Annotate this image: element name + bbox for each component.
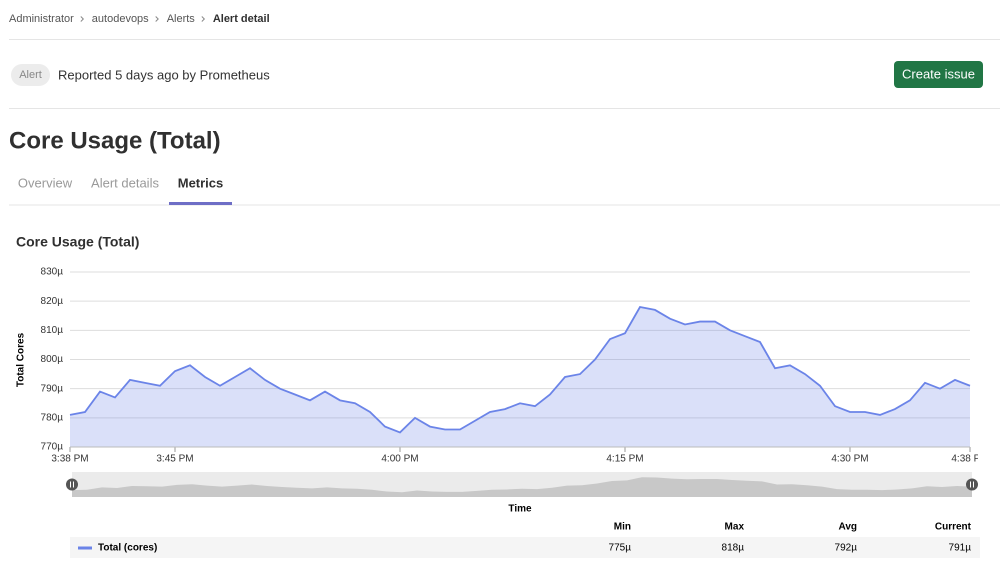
legend-swatch xyxy=(78,546,92,550)
y-tick-label: 830µ xyxy=(41,267,64,278)
x-tick-label: 4:00 PM xyxy=(381,454,418,465)
y-tick-label: 820µ xyxy=(41,296,64,307)
breadcrumb-separator xyxy=(155,16,159,22)
table-value: 775µ xyxy=(609,543,632,554)
x-axis-label: Time xyxy=(508,504,532,515)
x-ticks: 3:38 PM 3:45 PM 4:00 PM 4:15 PM 4:30 PM 4:38 … xyxy=(51,447,988,465)
tab-underline xyxy=(169,202,232,205)
heading: Core Usage (Total) xyxy=(9,127,221,154)
y-tick-label: 800µ xyxy=(41,354,64,365)
badge-bg xyxy=(11,64,50,86)
breadcrumb[interactable]: Administrator xyxy=(9,13,74,25)
zoom-handle-grip xyxy=(70,481,74,488)
tab[interactable]: Alert details xyxy=(91,175,159,190)
chart-title: Core Usage (Total) xyxy=(16,234,139,250)
tab[interactable]: Overview xyxy=(18,175,73,190)
zoom-handle-grip xyxy=(970,481,974,488)
x-tick-label: 4:30 PM xyxy=(831,454,868,465)
table-value: 792µ xyxy=(835,543,858,554)
y-tick-label: 810µ xyxy=(41,325,64,336)
zoom-handle[interactable] xyxy=(66,478,78,491)
x-tick-label: 3:45 PM xyxy=(156,454,193,465)
zoom-handle[interactable] xyxy=(966,478,978,491)
y-axis-label: Total Cores xyxy=(16,332,27,387)
legend-row-bg xyxy=(70,537,980,558)
reported: Reported 5 days ago by Prometheus xyxy=(58,67,270,82)
table-header: Max xyxy=(725,522,745,533)
zoom-preview xyxy=(72,477,972,497)
breadcrumb-separator xyxy=(201,16,206,22)
table-header: Current xyxy=(935,522,972,533)
create-issue-label[interactable]: Create issue xyxy=(902,66,975,81)
breadcrumb-separator xyxy=(80,16,85,22)
breadcrumb: Alert detail xyxy=(213,13,270,25)
line xyxy=(69,305,971,434)
y-tick-label: 780µ xyxy=(41,412,64,423)
x-tick-label: 4:38 PM xyxy=(951,454,988,465)
y-tick-label: 770µ xyxy=(41,442,64,453)
badge: Alert xyxy=(19,69,42,81)
breadcrumb[interactable]: autodevops xyxy=(92,13,149,25)
x-tick-label: 3:38 PM xyxy=(51,454,88,465)
table-header: Min xyxy=(614,522,631,533)
table-value: 791µ xyxy=(949,543,972,554)
area xyxy=(70,307,970,447)
x-tick-label: 4:15 PM xyxy=(606,454,643,465)
create-issue-button[interactable] xyxy=(894,61,983,88)
table-header: Avg xyxy=(838,522,857,533)
tab-active[interactable]: Metrics xyxy=(178,175,224,190)
breadcrumb[interactable]: Alerts xyxy=(167,13,196,25)
y-tick-label: 790µ xyxy=(41,383,64,394)
table-value: 818µ xyxy=(722,543,745,554)
legend-entry[interactable]: Total (cores) xyxy=(98,543,157,554)
